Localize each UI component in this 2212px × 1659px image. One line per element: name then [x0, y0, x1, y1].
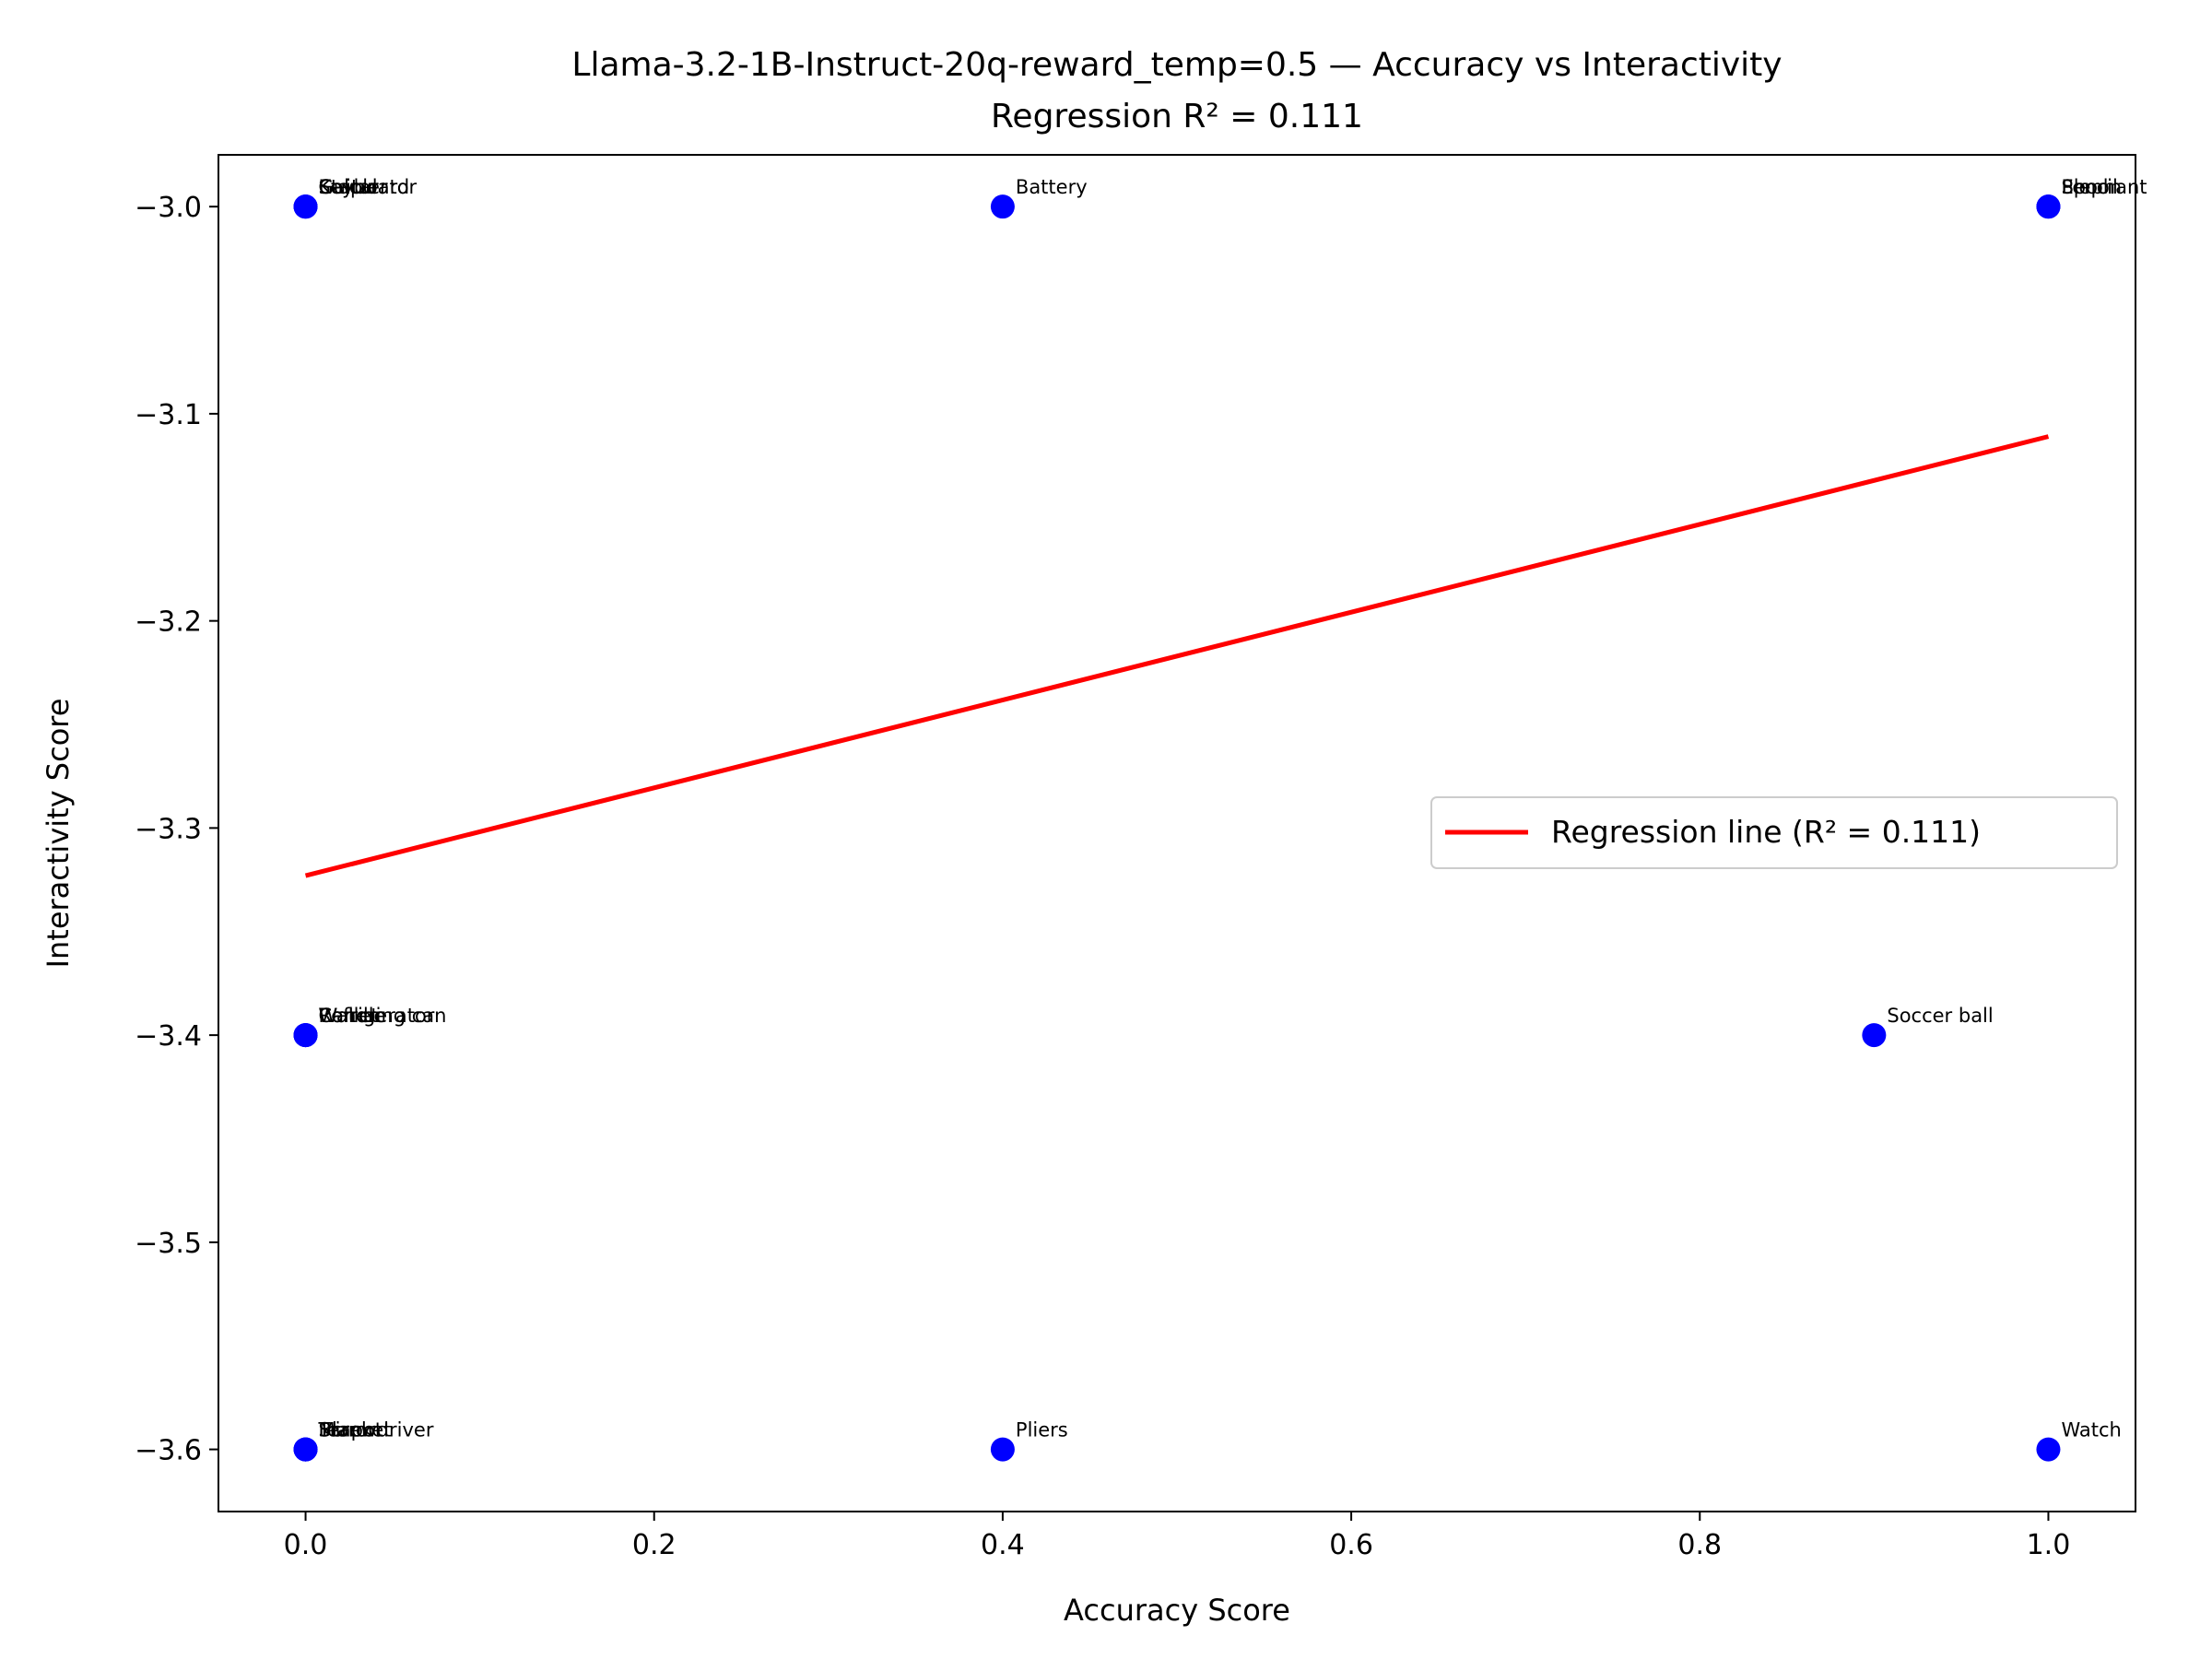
regression-layer: [304, 434, 2050, 878]
point-label: Stapler: [319, 176, 389, 198]
y-axis: −3.0 −3.1 −3.2 −3.3 −3.4 −3.5 −3.6: [135, 192, 218, 1467]
point-label: Elephant: [2061, 176, 2147, 198]
data-point: [990, 194, 1015, 219]
point-label: Screwdriver: [319, 1419, 434, 1441]
x-tick-label: 0.0: [284, 1529, 328, 1561]
data-point: [293, 1437, 318, 1462]
x-axis-label: Accuracy Score: [1064, 1593, 1290, 1628]
x-tick-label: 0.8: [1677, 1529, 1722, 1561]
point-label: Candle: [319, 1005, 386, 1027]
point-label: Pencil: [2061, 176, 2117, 198]
regression-line: [304, 434, 2050, 878]
chart-title: Llama-3.2-1B-Instruct-20q-reward_temp=0.…: [571, 46, 1782, 84]
x-tick-label: 0.4: [981, 1529, 1025, 1561]
points-layer: [293, 194, 2061, 1462]
data-point: [2036, 194, 2061, 219]
point-label: Mirror: [319, 1419, 376, 1441]
point-label: Watch: [2061, 1419, 2121, 1441]
x-axis: 0.0 0.2 0.4 0.6 0.8 1.0: [284, 1512, 2071, 1561]
point-label: Pliers: [1016, 1419, 1068, 1441]
data-point: [990, 1437, 1015, 1462]
point-label: Soccer ball: [1887, 1005, 1993, 1027]
point-label: Guitar: [319, 176, 380, 198]
chart-subtitle: Regression R² = 0.111: [991, 98, 1363, 135]
legend: Regression line (R² = 0.111): [1430, 796, 2118, 869]
y-tick-label: −3.4: [135, 1020, 202, 1053]
point-label: Battery: [1016, 176, 1088, 198]
y-tick-label: −3.2: [135, 606, 202, 639]
point-label: Watering can: [319, 1005, 447, 1027]
data-point: [2036, 1437, 2061, 1462]
legend-label: Regression line (R² = 0.111): [1551, 814, 1981, 850]
y-tick-label: −3.1: [135, 399, 202, 431]
y-tick-label: −3.5: [135, 1228, 202, 1260]
data-point: [293, 1023, 318, 1048]
plot-area-frame: [218, 154, 2136, 1512]
y-tick-label: −3.0: [135, 192, 202, 224]
data-point: [1862, 1023, 1887, 1048]
point-label: Spoon: [2061, 176, 2122, 198]
x-tick-label: 0.2: [632, 1529, 677, 1561]
x-tick-label: 1.0: [2027, 1529, 2071, 1561]
y-tick-label: −3.3: [135, 813, 202, 845]
point-label: Calculator: [319, 176, 418, 198]
y-axis-label: Interactivity Score: [41, 699, 76, 969]
point-label: Blanket: [319, 1419, 392, 1441]
x-tick-label: 0.6: [1329, 1529, 1373, 1561]
data-point: [293, 194, 318, 219]
legend-box: [1430, 796, 2118, 869]
y-tick-label: −3.6: [135, 1435, 202, 1467]
point-label: Refrigerator: [319, 1005, 435, 1027]
point-label: Keyboard: [319, 176, 410, 198]
point-label: Wallet: [319, 1005, 379, 1027]
point-label: Teapot: [318, 1419, 382, 1441]
